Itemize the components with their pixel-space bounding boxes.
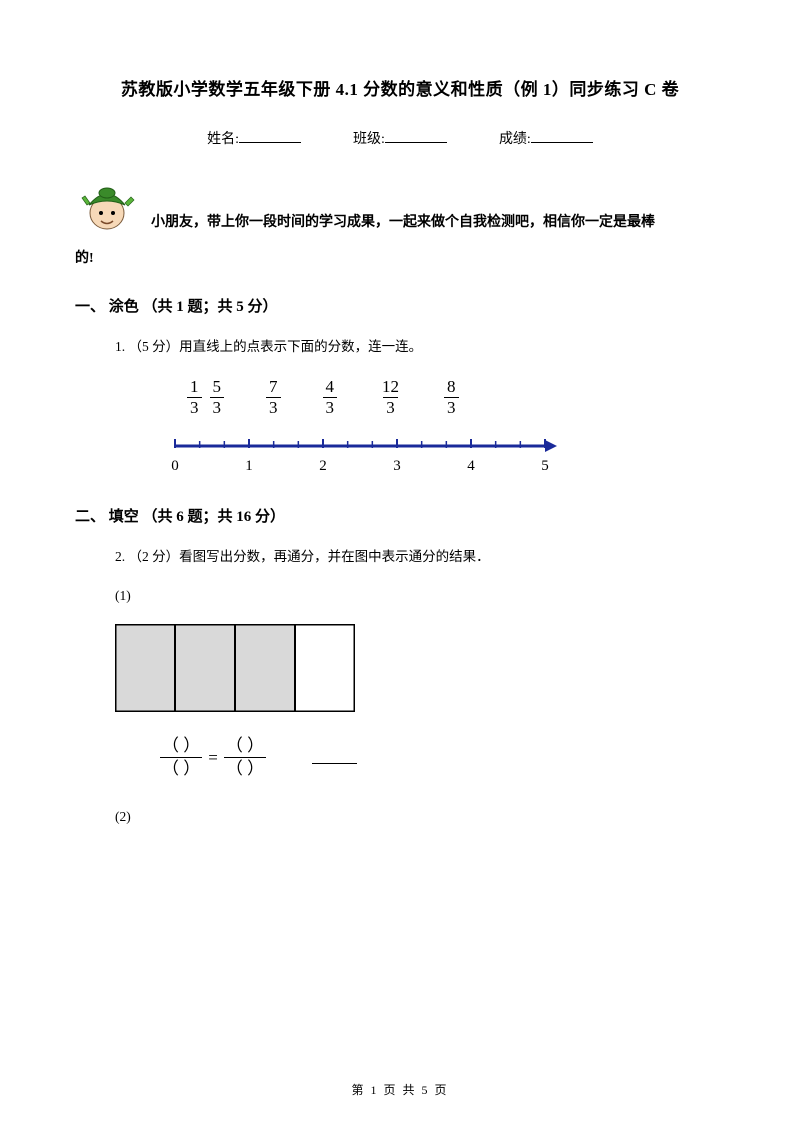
frac-7-3: 73 <box>266 378 281 418</box>
q1-text: 1. （5 分）用直线上的点表示下面的分数，连一连。 <box>115 334 725 360</box>
q2-sub2: (2) <box>115 809 725 825</box>
score-label: 成绩: <box>499 132 531 147</box>
svg-text:2: 2 <box>319 458 327 474</box>
page-footer: 第 1 页 共 5 页 <box>0 1081 800 1098</box>
q2-text: 2. （2 分）看图写出分数，再通分，并在图中表示通分的结果． <box>115 544 725 570</box>
encourage-line1: 小朋友，带上你一段时间的学习成果，一起来做个自我检测吧，相信你一定是最棒 <box>151 173 655 237</box>
svg-text:0: 0 <box>171 458 179 474</box>
class-blank[interactable] <box>385 129 447 143</box>
svg-text:4: 4 <box>467 458 475 474</box>
frac-12-3: 123 <box>379 378 402 418</box>
frac-4-3: 43 <box>323 378 338 418</box>
svg-text:5: 5 <box>541 458 549 474</box>
eq-right-frac[interactable]: （ ） （ ） <box>224 737 266 779</box>
section2-heading: 二、 填空 （共 6 题；共 16 分） <box>75 505 725 526</box>
svg-text:1: 1 <box>245 458 253 474</box>
q1-fractions: 13 53 73 43 123 83 <box>187 378 725 418</box>
eq-equals: = <box>208 748 218 768</box>
page-title: 苏教版小学数学五年级下册 4.1 分数的意义和性质（例 1）同步练习 C 卷 <box>75 75 725 100</box>
name-label: 姓名: <box>207 132 239 147</box>
score-blank[interactable] <box>531 129 593 143</box>
eq-left-frac[interactable]: （ ） （ ） <box>160 737 202 779</box>
q1-figure: 13 53 73 43 123 83 012345 <box>165 378 725 483</box>
info-line: 姓名: 班级: 成绩: <box>75 128 725 148</box>
q2-sub1: (1) <box>115 588 725 604</box>
section1-heading: 一、 涂色 （共 1 题；共 5 分） <box>75 295 725 316</box>
encourage-line2: 的! <box>75 251 94 266</box>
mascot-icon <box>75 173 139 237</box>
frac-5-3: 53 <box>210 378 225 418</box>
fraction-rect <box>115 624 355 712</box>
frac-8-3: 83 <box>444 378 459 418</box>
class-label: 班级: <box>353 132 385 147</box>
frac-1-3: 13 <box>187 378 202 418</box>
q2-rect-figure <box>115 624 725 717</box>
answer-blank[interactable] <box>312 752 357 764</box>
q2-equation: （ ） （ ） = （ ） （ ） <box>160 737 725 779</box>
number-line: 0 1 2 3 4 5 <box>165 428 565 478</box>
encouragement: 小朋友，带上你一段时间的学习成果，一起来做个自我检测吧，相信你一定是最棒 的! <box>75 173 725 273</box>
name-blank[interactable] <box>239 129 301 143</box>
svg-text:3: 3 <box>393 458 401 474</box>
